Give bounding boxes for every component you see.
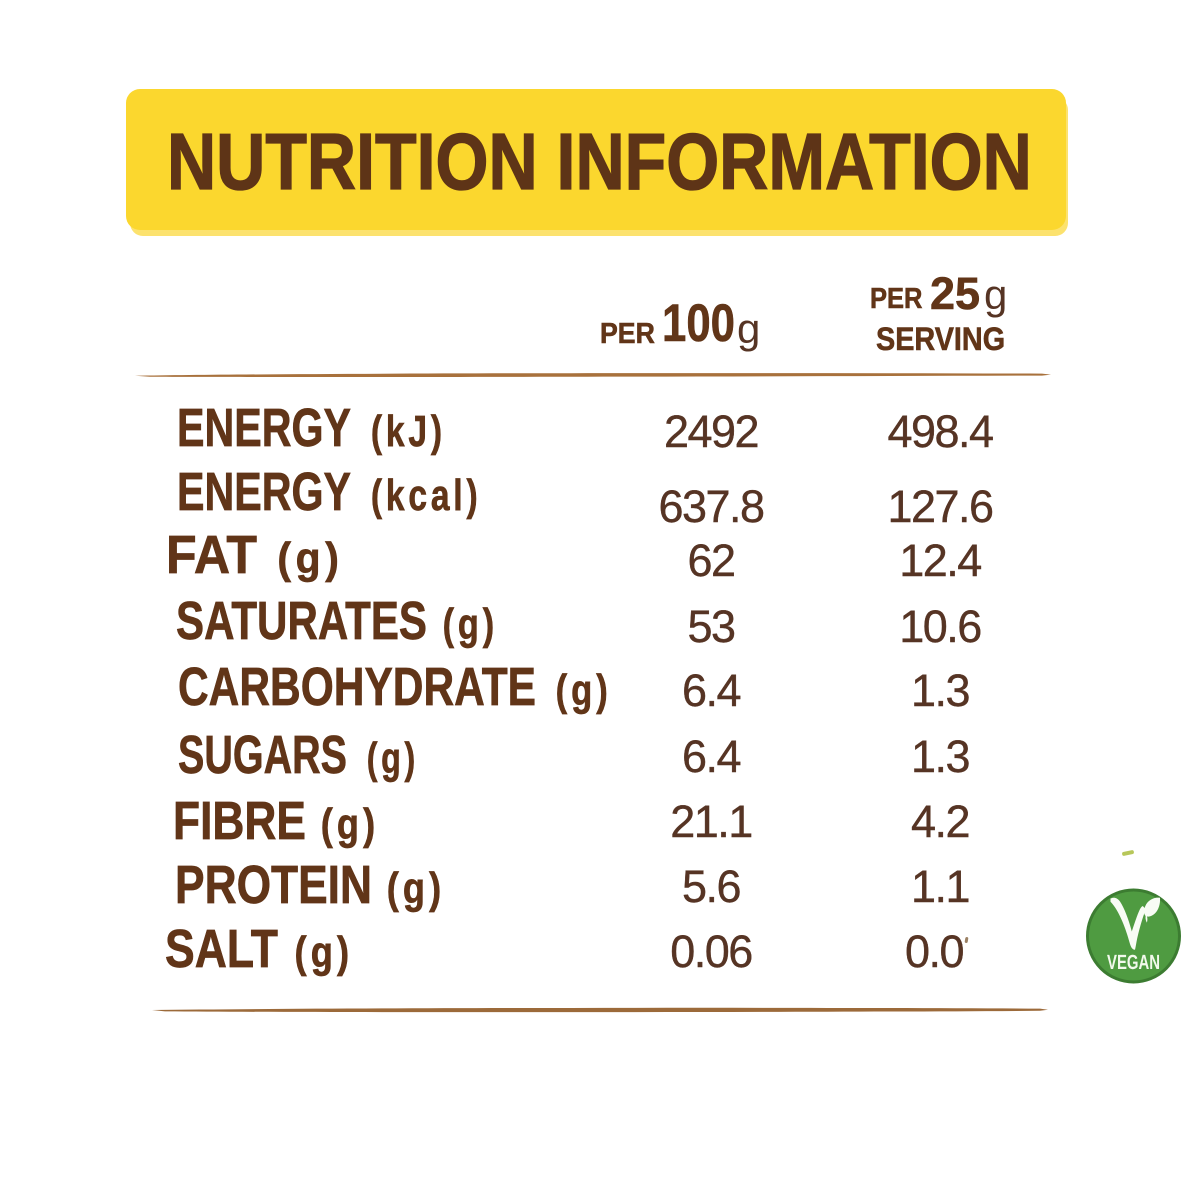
svg-text:VEGAN: VEGAN — [1107, 951, 1160, 974]
